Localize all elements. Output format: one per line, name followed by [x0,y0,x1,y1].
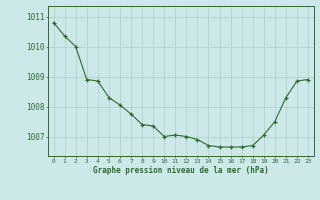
X-axis label: Graphe pression niveau de la mer (hPa): Graphe pression niveau de la mer (hPa) [93,166,269,175]
